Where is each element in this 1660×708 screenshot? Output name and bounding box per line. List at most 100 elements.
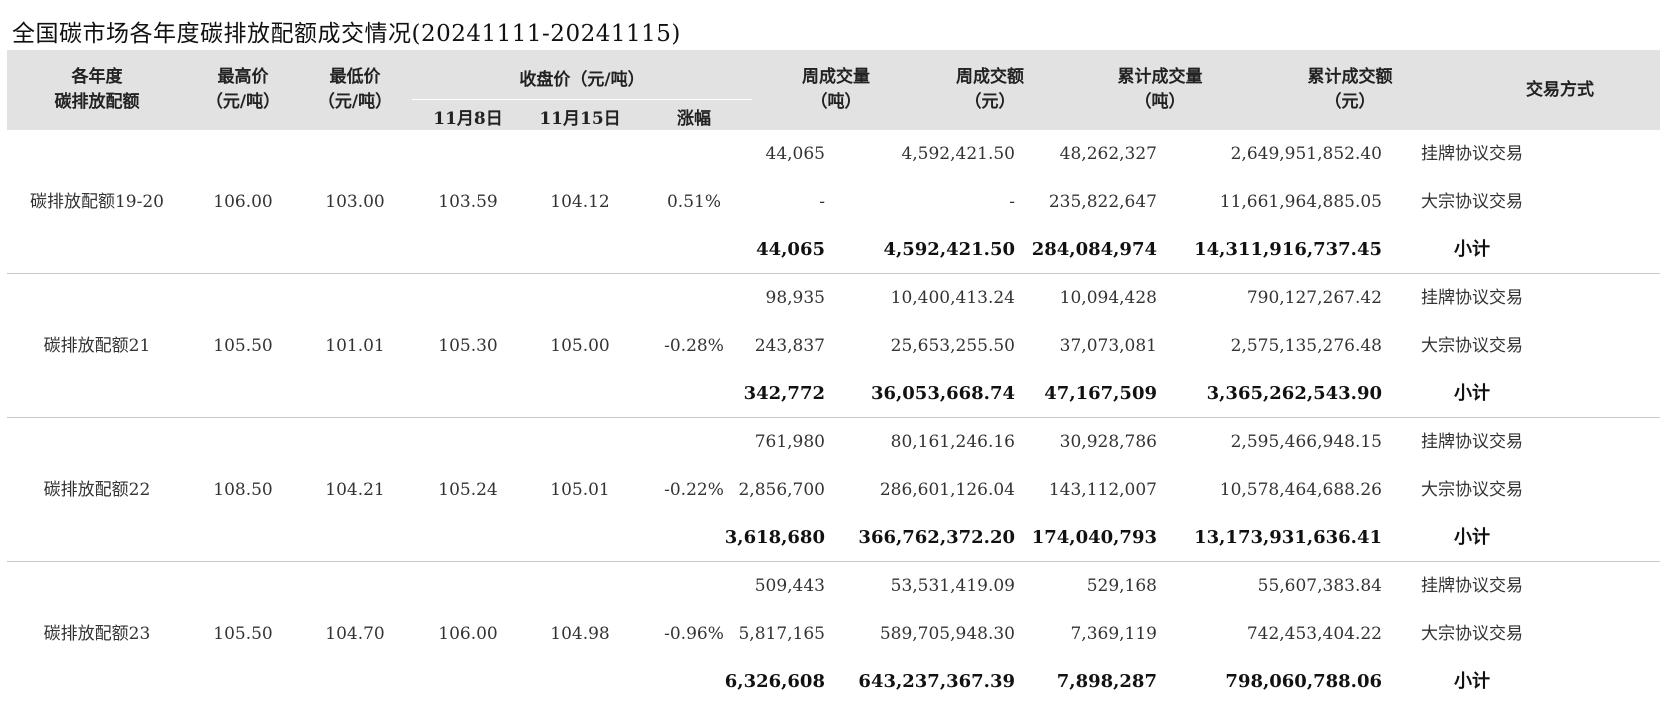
change-pct: 0.51% (666, 192, 721, 212)
low-price: 103.00 (325, 192, 385, 212)
header-cum-vol: 累计成交量 （吨） (1060, 50, 1260, 130)
trade-method: 大宗协议交易 (1421, 624, 1523, 644)
header-week-vol-line2: （吨） (810, 92, 862, 112)
row-divider (7, 273, 1660, 274)
trade-method: 挂牌协议交易 (1421, 432, 1523, 452)
week-amount: 366,762,372.20 (858, 527, 1015, 548)
change-pct: -0.96% (664, 624, 724, 644)
cum-volume: 143,112,007 (1048, 480, 1157, 500)
quota-name: 碳排放配额19-20 (29, 192, 164, 212)
cum-amount: 2,575,135,276.48 (1230, 336, 1382, 356)
cum-amount: 2,595,466,948.15 (1230, 432, 1382, 452)
week-volume: 509,443 (754, 576, 825, 596)
week-volume: - (819, 192, 825, 212)
week-volume: 6,326,608 (724, 671, 825, 692)
week-amount: 589,705,948.30 (879, 624, 1015, 644)
cum-volume: 284,084,974 (1031, 239, 1157, 260)
trade-method: 大宗协议交易 (1421, 192, 1523, 212)
quota-name: 碳排放配额23 (43, 624, 151, 644)
week-volume: 44,065 (765, 144, 825, 164)
header-high-line1: 最高价 (217, 67, 269, 87)
trade-method: 挂牌协议交易 (1421, 288, 1523, 308)
week-amount: 4,592,421.50 (901, 144, 1015, 164)
header-cum-vol-line1: 累计成交量 (1117, 67, 1203, 87)
header-week-amt-line2: （元） (964, 92, 1016, 112)
cum-volume: 10,094,428 (1059, 288, 1157, 308)
header-week-vol-line1: 周成交量 (802, 67, 870, 87)
cum-amount: 10,578,464,688.26 (1219, 480, 1382, 500)
week-amount: 25,653,255.50 (890, 336, 1015, 356)
quota-name: 碳排放配额22 (43, 480, 151, 500)
week-volume: 5,817,165 (738, 624, 825, 644)
cum-volume: 37,073,081 (1059, 336, 1157, 356)
cum-amount: 2,649,951,852.40 (1230, 144, 1382, 164)
cum-amount: 13,173,931,636.41 (1194, 527, 1382, 548)
quota-group: 碳排放配额19-20 106.00 103.00 103.59 104.12 0.51% 4… (7, 130, 1660, 274)
header-low-line1: 最低价 (329, 67, 381, 87)
header-high: 最高价 （元/吨） (187, 50, 299, 130)
header-cum-amt-line1: 累计成交额 (1307, 67, 1393, 87)
week-amount: 80,161,246.16 (890, 432, 1015, 452)
week-amount: 36,053,668.74 (870, 383, 1015, 404)
week-amount: - (1009, 192, 1015, 212)
close-d1: 105.30 (438, 336, 498, 356)
quota-name: 碳排放配额21 (43, 336, 151, 356)
header-method-label: 交易方式 (1526, 79, 1594, 100)
header-week-amt-line1: 周成交额 (956, 67, 1024, 87)
header-week-amt: 周成交额 （元） (920, 50, 1060, 130)
trade-method: 小计 (1454, 671, 1490, 692)
cum-volume: 7,898,287 (1056, 671, 1157, 692)
cum-amount: 790,127,267.42 (1246, 288, 1382, 308)
header-cum-vol-line2: （吨） (1134, 92, 1186, 112)
close-d1: 105.24 (438, 480, 498, 500)
cum-volume: 47,167,509 (1044, 383, 1157, 404)
header-cum-amt: 累计成交额 （元） (1260, 50, 1440, 130)
low-price: 101.01 (325, 336, 385, 356)
quota-group: 碳排放配额21 105.50 101.01 105.30 105.00 -0.28% 98,… (7, 274, 1660, 418)
header-quota-line2: 碳排放配额 (54, 92, 140, 112)
trade-method: 小计 (1454, 383, 1490, 404)
trade-method: 大宗协议交易 (1421, 480, 1523, 500)
week-volume: 3,618,680 (724, 527, 825, 548)
row-divider (7, 561, 1660, 562)
week-volume: 342,772 (743, 383, 825, 404)
high-price: 106.00 (213, 192, 273, 212)
week-amount: 10,400,413.24 (890, 288, 1015, 308)
cum-amount: 55,607,383.84 (1257, 576, 1382, 596)
close-d1: 103.59 (438, 192, 498, 212)
high-price: 105.50 (213, 336, 273, 356)
week-volume: 2,856,700 (738, 480, 825, 500)
cum-volume: 235,822,647 (1048, 192, 1157, 212)
trade-method: 小计 (1454, 239, 1490, 260)
row-divider (7, 417, 1660, 418)
change-pct: -0.28% (664, 336, 724, 356)
low-price: 104.21 (325, 480, 385, 500)
high-price: 108.50 (213, 480, 273, 500)
close-d1: 106.00 (438, 624, 498, 644)
header-close-group: 收盘价（元/吨） (519, 69, 645, 90)
header-method: 交易方式 (1460, 50, 1660, 130)
close-d2: 105.01 (550, 480, 610, 500)
header-cum-amt-line2: （元） (1324, 92, 1376, 112)
close-d2: 104.12 (550, 192, 610, 212)
week-volume: 98,935 (765, 288, 825, 308)
cum-volume: 529,168 (1086, 576, 1157, 596)
high-price: 105.50 (213, 624, 273, 644)
trade-method: 大宗协议交易 (1421, 336, 1523, 356)
cum-volume: 174,040,793 (1031, 527, 1157, 548)
week-amount: 53,531,419.09 (890, 576, 1015, 596)
cum-volume: 48,262,327 (1059, 144, 1157, 164)
quota-group: 碳排放配额23 105.50 104.70 106.00 104.98 -0.96% 509… (7, 562, 1660, 706)
quota-group: 碳排放配额22 108.50 104.21 105.24 105.01 -0.22% 761… (7, 418, 1660, 562)
page-title: 全国碳市场各年度碳排放配额成交情况(20241111-20241115) (12, 21, 681, 47)
change-pct: -0.22% (664, 480, 724, 500)
header-high-line2: （元/吨） (205, 92, 281, 112)
cum-amount: 14,311,916,737.45 (1194, 239, 1382, 260)
header-quota: 各年度 碳排放配额 (7, 50, 187, 130)
trade-method: 挂牌协议交易 (1421, 144, 1523, 164)
header-low: 最低价 （元/吨） (299, 50, 411, 130)
week-amount: 286,601,126.04 (879, 480, 1015, 500)
close-d2: 105.00 (550, 336, 610, 356)
header-change: 涨幅 (677, 108, 711, 129)
table-header (7, 50, 1660, 130)
